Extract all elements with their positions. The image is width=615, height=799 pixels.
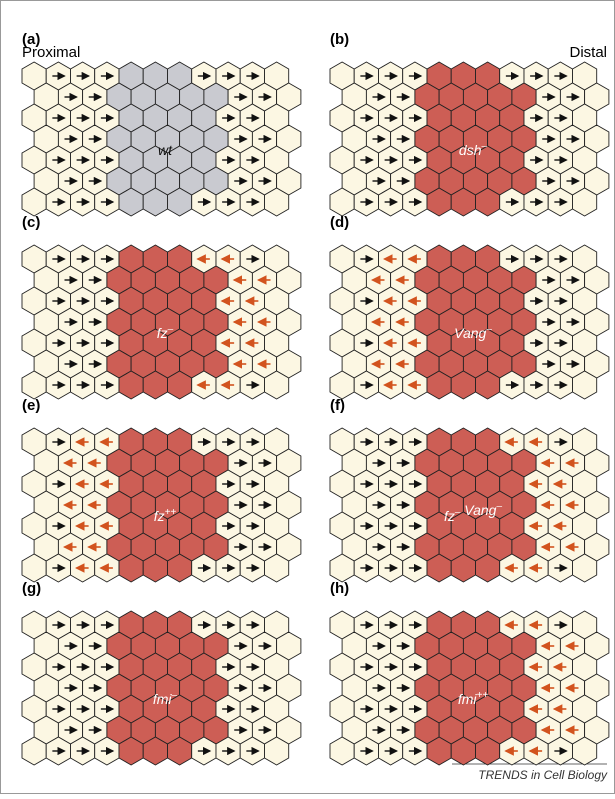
panel-letter: (e): [22, 397, 40, 414]
clone-superscript: –: [481, 141, 488, 152]
clone-superscript: –: [167, 324, 174, 335]
panel: (d) Vang–: [330, 214, 609, 399]
clone-name: fz: [444, 508, 455, 524]
clone-superscript: ++: [476, 690, 488, 701]
clone-name: fmi: [458, 691, 478, 707]
clone-superscript: –: [485, 324, 492, 335]
panel: (b) dsh–: [330, 31, 609, 216]
clone-superscript: ++: [165, 507, 177, 518]
clone-superscript: –: [171, 690, 178, 701]
clone-name: wt: [158, 142, 173, 158]
panel-letter: (a): [22, 31, 40, 48]
clone-name: dsh: [459, 142, 482, 158]
panel: (g) fmi–: [22, 580, 301, 765]
panel-letter: (g): [22, 580, 41, 597]
footer: TRENDS in Cell Biology: [478, 768, 608, 782]
clone-name: fmi: [153, 691, 173, 707]
clone-superscript: –: [495, 501, 502, 512]
panel-letter: (b): [330, 31, 349, 48]
clone-name: fz: [157, 325, 168, 341]
panel: (h) fmi++: [330, 580, 609, 765]
panel: (e) fz++: [22, 397, 301, 582]
panel-letter: (d): [330, 214, 349, 231]
panel: (c) fz–: [22, 214, 301, 399]
panel: (f)fz– Vang–: [330, 397, 609, 582]
clone-name: Vang: [454, 325, 486, 341]
clone-name: Vang: [460, 502, 496, 518]
clone-label: wt: [158, 142, 173, 158]
panel-letter: (c): [22, 214, 40, 231]
distal-label: Distal: [569, 44, 607, 61]
clone-name: fz: [154, 508, 165, 524]
figure: Proximal Distal TRENDS in Cell Biology (…: [0, 0, 615, 794]
panel-letter: (h): [330, 580, 349, 597]
panel-letter: (f): [330, 397, 345, 414]
